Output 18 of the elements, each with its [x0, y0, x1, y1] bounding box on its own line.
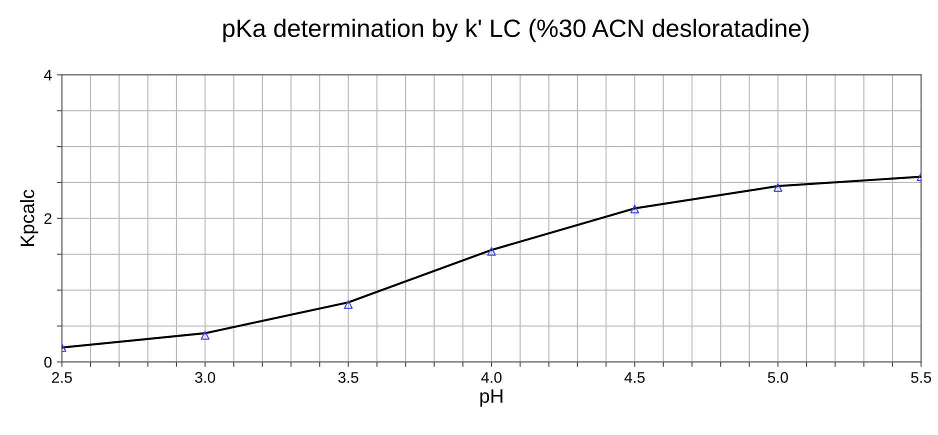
x-axis-title: pH — [480, 389, 502, 407]
x-tick-label: 2.5 — [52, 372, 72, 383]
y-axis-title: Kpcalc — [20, 190, 38, 246]
chart-title: pKa determination by k' LC (%30 ACN desloratadine) — [223, 18, 809, 42]
point — [344, 300, 353, 309]
point — [200, 331, 210, 340]
y-tick-label: 0 — [44, 356, 52, 368]
point — [487, 247, 496, 256]
x-tick-label: 4.5 — [624, 372, 645, 383]
x-tick-label: 3.5 — [338, 372, 358, 383]
point — [630, 204, 640, 214]
x-tick-label: 4.0 — [481, 372, 502, 383]
point — [774, 183, 782, 192]
x-tick-label: 5.5 — [911, 372, 932, 383]
y-tick-label: 4 — [44, 70, 52, 80]
y-tick-label: 2 — [44, 213, 52, 224]
x-tick-label: 5.0 — [768, 372, 788, 383]
x-tick-label: 3.0 — [195, 372, 216, 383]
